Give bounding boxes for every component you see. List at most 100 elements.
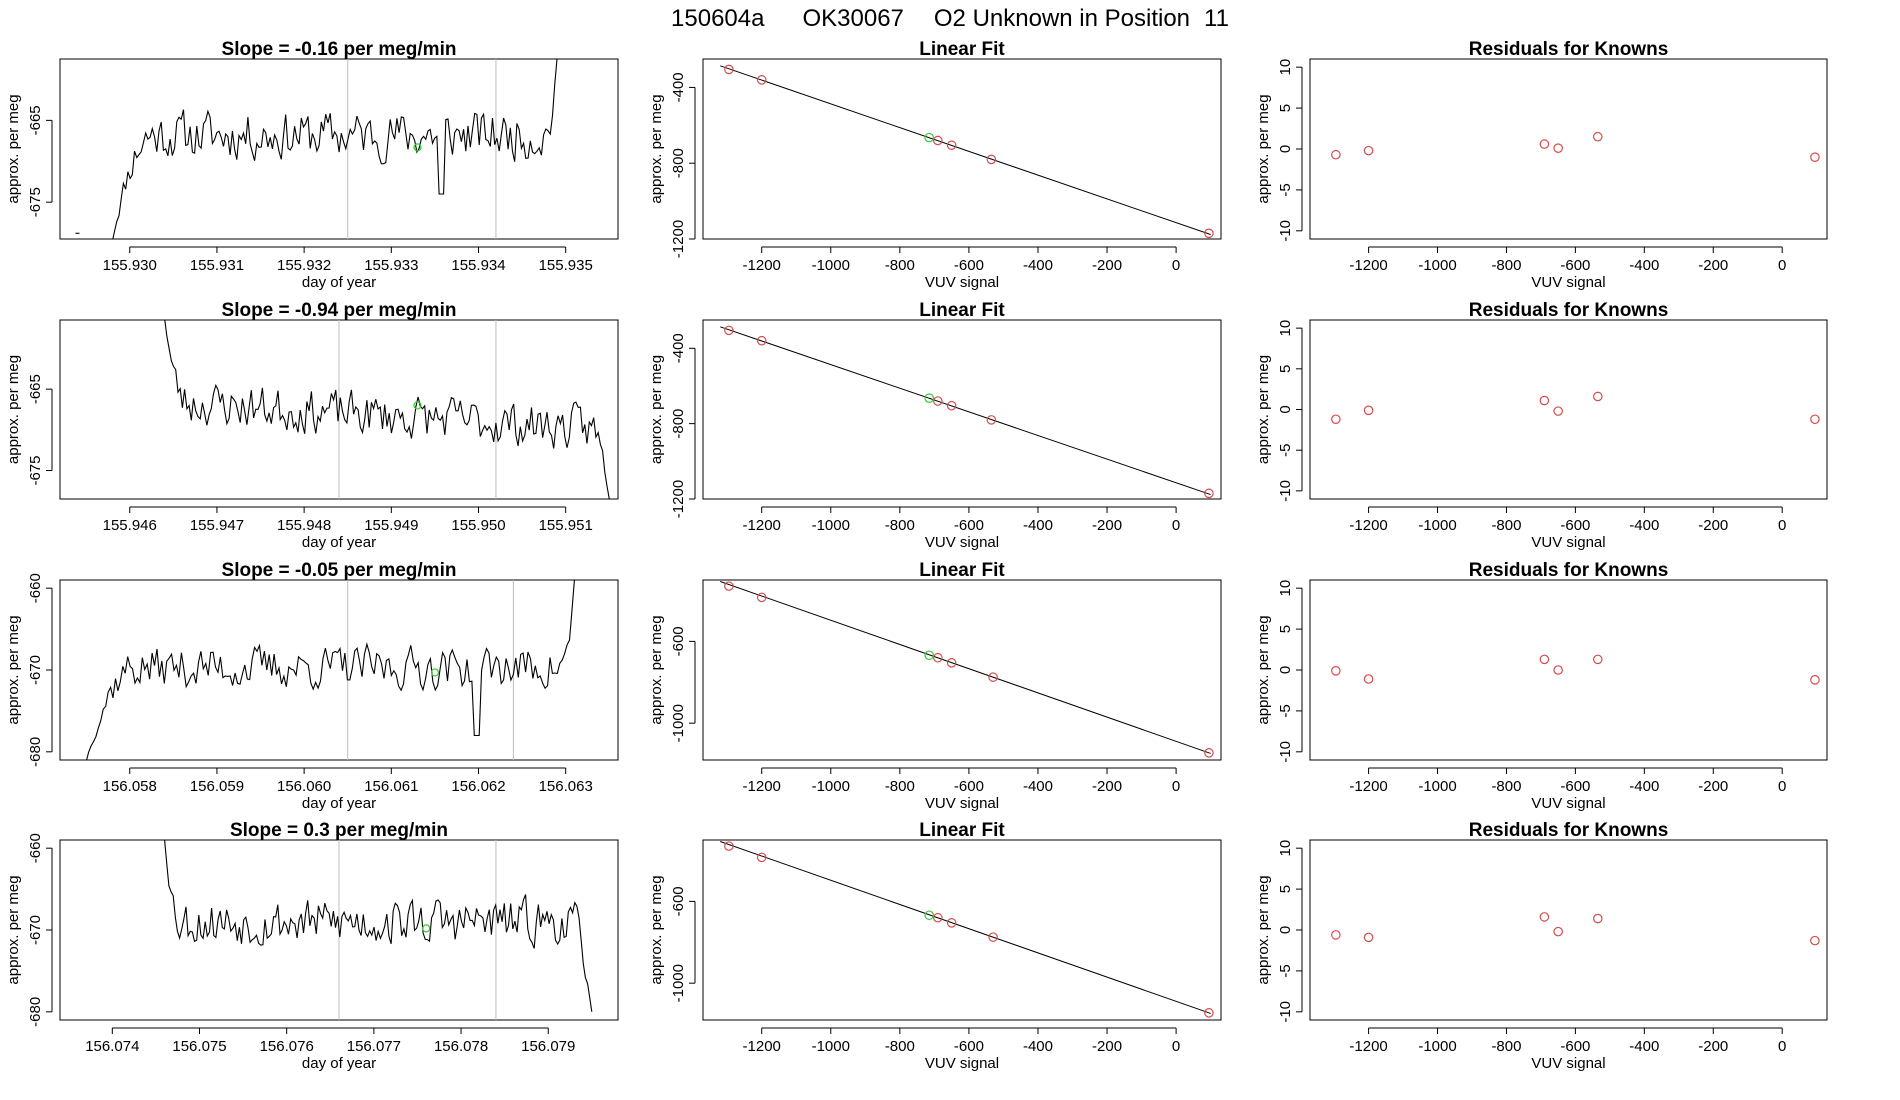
known-point xyxy=(1204,228,1214,239)
known-point xyxy=(933,396,943,406)
known-point xyxy=(1539,139,1550,149)
x-tick-label: -800 xyxy=(1491,1038,1521,1055)
y-tick-label: -675 xyxy=(27,187,44,217)
x-tick-label: -1200 xyxy=(1349,778,1387,795)
x-axis-label: day of year xyxy=(302,274,376,291)
y-tick-label: 0 xyxy=(1277,145,1294,153)
known-point xyxy=(1553,665,1563,675)
known-point xyxy=(724,841,734,851)
panel-title: Linear Fit xyxy=(919,300,1005,321)
y-tick-label: -400 xyxy=(670,333,687,363)
y-tick-label: -660 xyxy=(27,833,44,863)
plot-frame xyxy=(59,58,619,240)
y-tick-label: -665 xyxy=(27,374,44,404)
x-tick-label: -400 xyxy=(1629,1038,1659,1055)
panel-r3-c1: Slope = -0.05 per meg/min 156.058 156.059 1… xyxy=(5,560,619,812)
y-tick-label: 10 xyxy=(1277,580,1294,597)
y-tick-label: 5 xyxy=(1277,885,1294,893)
known-point xyxy=(1331,930,1341,940)
known-point xyxy=(946,658,957,668)
y-tick-label: -680 xyxy=(27,997,44,1027)
signal-trace xyxy=(112,59,558,239)
plot-frame xyxy=(1309,58,1828,240)
x-axis-label: VUV signal xyxy=(1531,534,1605,551)
x-axis-label: VUV signal xyxy=(925,274,999,291)
known-point xyxy=(988,932,998,942)
y-tick-label: -10 xyxy=(1277,220,1294,242)
x-tick-label: 155.950 xyxy=(451,517,505,534)
known-point xyxy=(1363,405,1374,416)
y-axis-label: approx. per meg xyxy=(648,615,665,724)
fit-line xyxy=(720,581,1211,754)
y-tick-label: -680 xyxy=(27,737,44,767)
x-tick-label: -800 xyxy=(1491,778,1521,795)
x-tick-label: -1000 xyxy=(812,1038,850,1055)
panel-title: Residuals for Knowns xyxy=(1469,300,1669,321)
known-point xyxy=(1204,488,1214,499)
x-tick-label: -1200 xyxy=(1349,257,1387,274)
y-tick-label: 10 xyxy=(1277,59,1294,76)
panel-r1-c2: Linear Fit -1200 -1000 -800 -600 -400 -200 0 VUV… xyxy=(648,39,1222,291)
known-point xyxy=(1331,666,1341,676)
known-point xyxy=(986,154,997,165)
panel-r3-c2: Linear Fit -1200 -1000 -800 -600 -400 -200 0 VUV… xyxy=(648,560,1222,812)
x-tick-label: 0 xyxy=(1778,1038,1786,1055)
x-tick-label: -200 xyxy=(1092,517,1122,534)
signal-trace xyxy=(164,320,610,499)
x-axis-label: VUV signal xyxy=(1531,274,1605,291)
x-tick-label: -800 xyxy=(885,257,915,274)
signal-trace xyxy=(86,580,575,760)
known-point xyxy=(756,75,767,85)
y-tick-label: -600 xyxy=(670,886,687,916)
x-tick-label: 0 xyxy=(1778,778,1786,795)
x-tick-label: -800 xyxy=(885,778,915,795)
x-tick-label: 156.062 xyxy=(451,778,505,795)
y-axis-label: approx. per meg xyxy=(1255,355,1272,464)
plot-area xyxy=(1331,912,1820,946)
x-tick-label: 0 xyxy=(1778,257,1786,274)
plot-area xyxy=(720,581,1214,758)
plot-area xyxy=(720,325,1214,499)
x-tick-label: -200 xyxy=(1698,1038,1728,1055)
y-tick-label: -665 xyxy=(27,105,44,135)
panel-title: Residuals for Knowns xyxy=(1469,39,1669,60)
x-tick-label: 156.060 xyxy=(277,778,331,795)
y-tick-label: -670 xyxy=(27,915,44,945)
y-tick-label: -5 xyxy=(1277,704,1294,717)
known-point xyxy=(724,325,734,336)
x-tick-label: -1200 xyxy=(743,778,781,795)
signal-trace xyxy=(164,840,593,1012)
known-point xyxy=(1592,913,1603,924)
x-axis-label: VUV signal xyxy=(925,795,999,812)
fit-line xyxy=(720,326,1211,496)
panel-r1-c1: Slope = -0.16 per meg/min 155.930 155.931 1… xyxy=(5,39,619,291)
x-tick-label: 156.074 xyxy=(85,1038,139,1055)
panel-title: Residuals for Knowns xyxy=(1469,820,1669,841)
known-point xyxy=(1592,391,1603,402)
y-axis-label: approx. per meg xyxy=(648,875,665,984)
y-tick-label: 5 xyxy=(1277,625,1294,633)
x-tick-label: -1200 xyxy=(1349,1038,1387,1055)
panel-title: Slope = -0.05 per meg/min xyxy=(222,560,457,581)
y-axis-label: approx. per meg xyxy=(5,875,22,984)
x-tick-label: -600 xyxy=(954,778,984,795)
known-point xyxy=(1204,748,1214,758)
y-tick-label: -660 xyxy=(27,573,44,603)
y-tick-label: -675 xyxy=(27,456,44,486)
known-point xyxy=(1539,395,1550,406)
known-point xyxy=(1810,675,1820,685)
x-tick-label: 156.063 xyxy=(539,778,593,795)
panel-r4-c1: Slope = 0.3 per meg/min 156.074 156.075 156… xyxy=(5,820,619,1072)
y-axis-label: approx. per meg xyxy=(648,355,665,464)
known-point xyxy=(1331,149,1341,160)
y-axis-label: approx. per meg xyxy=(5,355,22,464)
x-tick-label: 0 xyxy=(1172,257,1180,274)
plot-frame xyxy=(702,58,1222,240)
x-tick-label: 156.058 xyxy=(103,778,157,795)
x-tick-label: 155.931 xyxy=(190,257,244,274)
panel-r2-c2: Linear Fit -1200 -1000 -800 -600 -400 -200 0 VUV… xyxy=(648,300,1222,551)
known-point xyxy=(1592,131,1603,142)
y-tick-label: -1200 xyxy=(670,220,687,258)
y-tick-label: 0 xyxy=(1277,666,1294,674)
